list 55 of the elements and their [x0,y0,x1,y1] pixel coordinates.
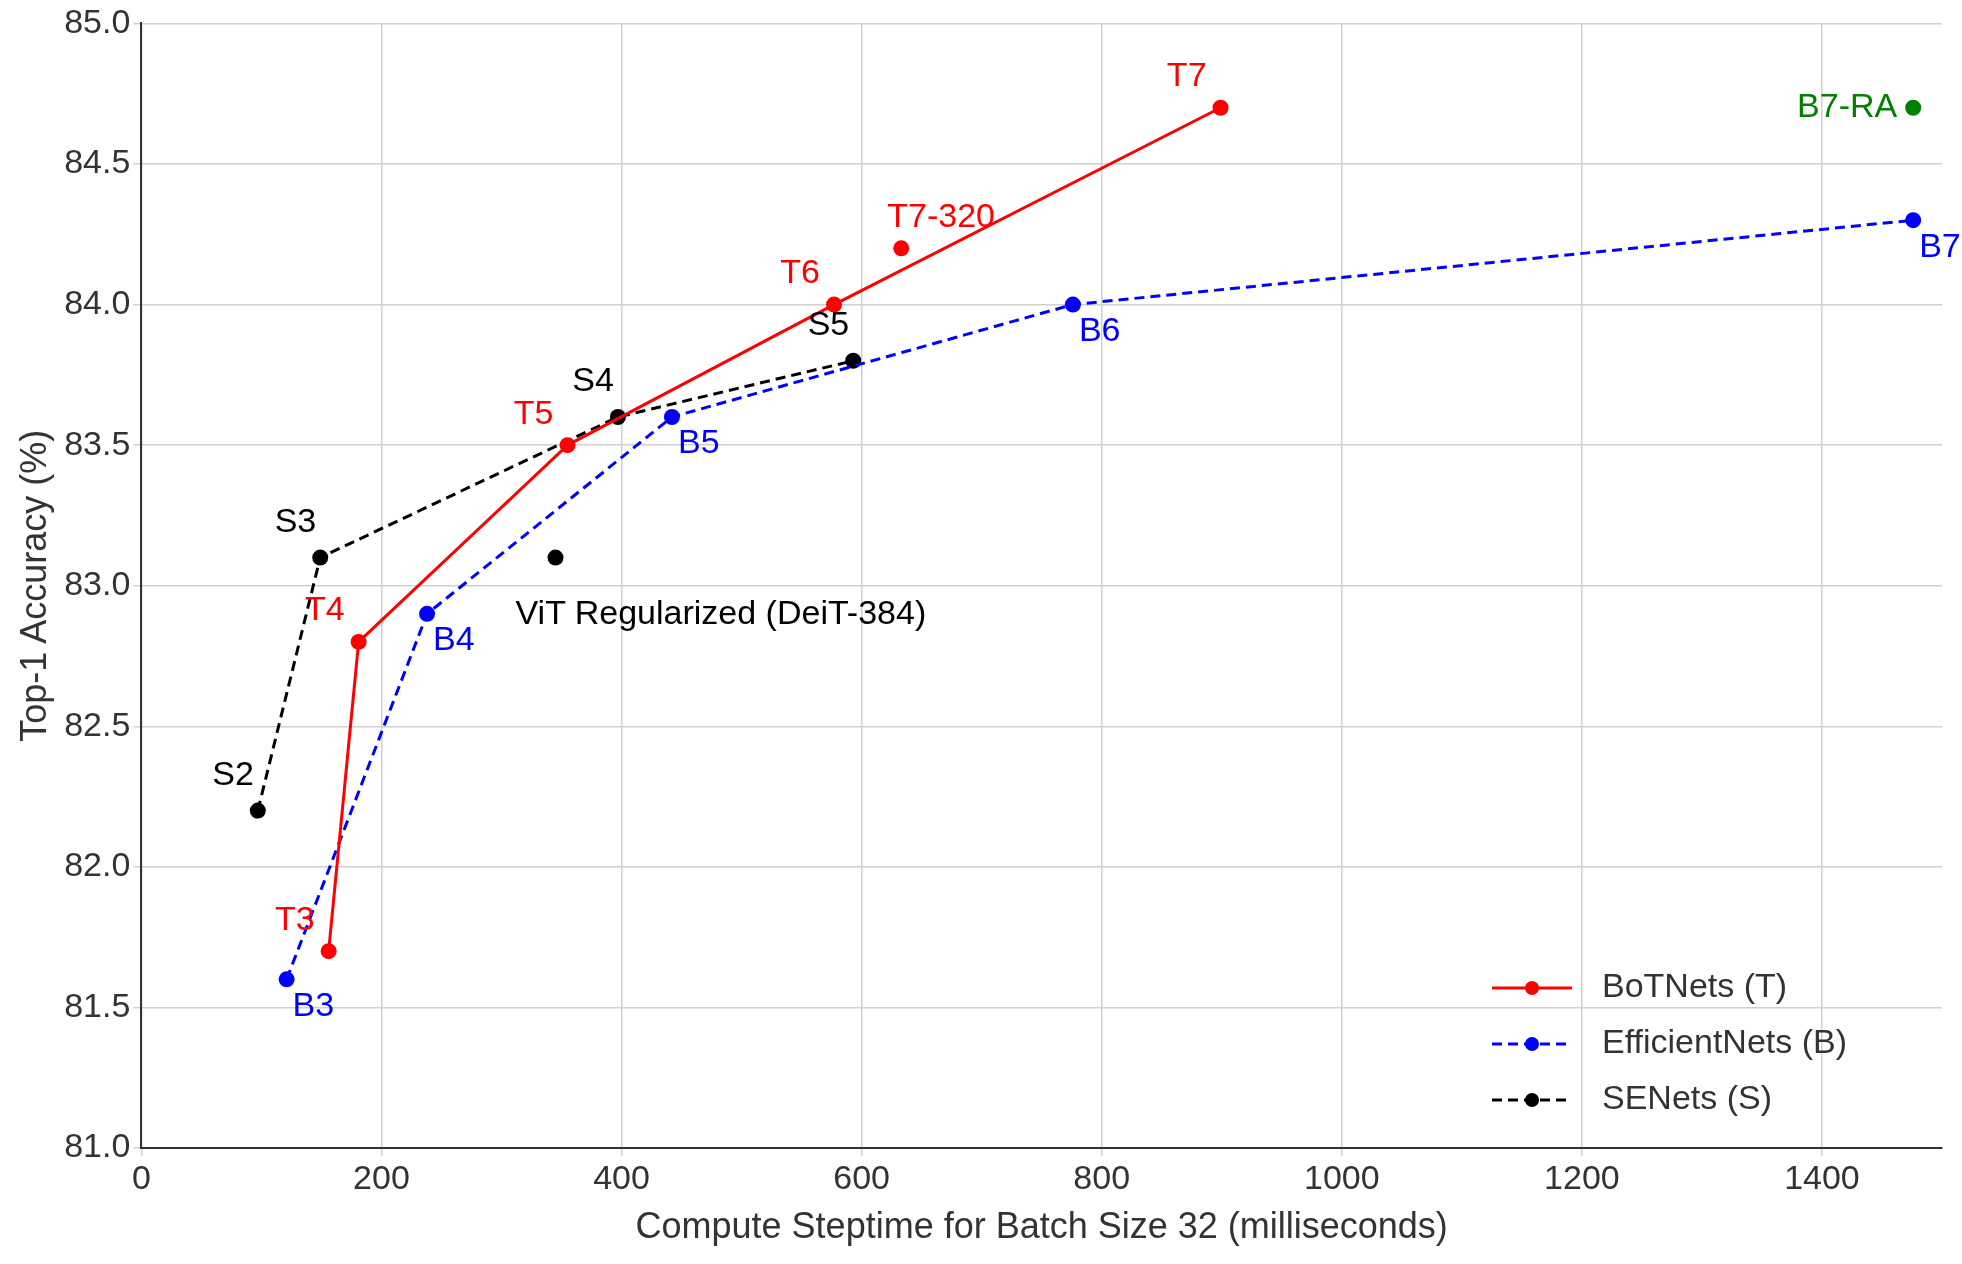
annotation: T5 [513,392,554,431]
point [893,240,910,257]
point [663,409,680,426]
annotation: T6 [780,251,821,290]
point [1212,99,1229,116]
point [320,943,337,960]
x-tick-label: 0 [131,1157,151,1196]
point [312,549,329,566]
legend-label: EfficientNets (B) [1602,1022,1848,1061]
annotation: T7 [1166,55,1207,94]
point [547,549,564,566]
point [249,802,266,819]
annotation: T7-320 [887,195,995,234]
y-tick-label: 82.0 [64,845,131,884]
y-tick-label: 84.5 [64,142,131,181]
x-tick-label: 400 [593,1157,650,1196]
annotation: S5 [807,304,850,343]
point [278,971,295,988]
y-axis-title: Top-1 Accuracy (%) [12,429,54,742]
annotation: B5 [677,422,720,461]
y-tick-label: 81.0 [64,1126,131,1165]
annotation: B4 [433,619,475,658]
point [1064,296,1081,313]
point [826,296,843,313]
point [559,437,576,454]
annotation: B6 [1078,309,1121,348]
x-tick-label: 1400 [1784,1157,1860,1196]
y-tick-label: 81.5 [64,985,131,1024]
y-tick-label: 83.0 [64,564,131,603]
point [419,605,436,622]
x-tick-label: 1200 [1544,1157,1620,1196]
x-tick-label: 600 [833,1157,890,1196]
point [845,352,862,369]
annotation: T3 [274,898,315,937]
x-tick-label: 200 [353,1157,410,1196]
point [1905,212,1922,229]
legend-label: BoTNets (T) [1602,966,1788,1005]
x-tick-label: 800 [1073,1157,1131,1196]
x-axis-title: Compute Steptime for Batch Size 32 (milliseconds) [635,1205,1448,1247]
annotation: B7 [1919,225,1961,264]
annotation: T4 [304,589,345,628]
annotation: S3 [274,500,317,539]
point [350,633,367,650]
annotation: ViT Regularized (DeiT-384) [515,592,927,631]
annotation: S2 [212,753,254,792]
annotation: B3 [292,984,335,1023]
y-tick-label: 83.5 [64,423,131,462]
y-tick-label: 85.0 [64,1,131,40]
y-tick-label: 82.5 [64,704,131,743]
x-tick-label: 1000 [1303,1157,1380,1196]
point [1905,99,1922,116]
legend-label: SENets (S) [1602,1078,1773,1117]
annotation: S4 [572,360,614,399]
annotation: B7-RA [1797,86,1898,125]
y-tick-label: 84.0 [64,282,131,321]
